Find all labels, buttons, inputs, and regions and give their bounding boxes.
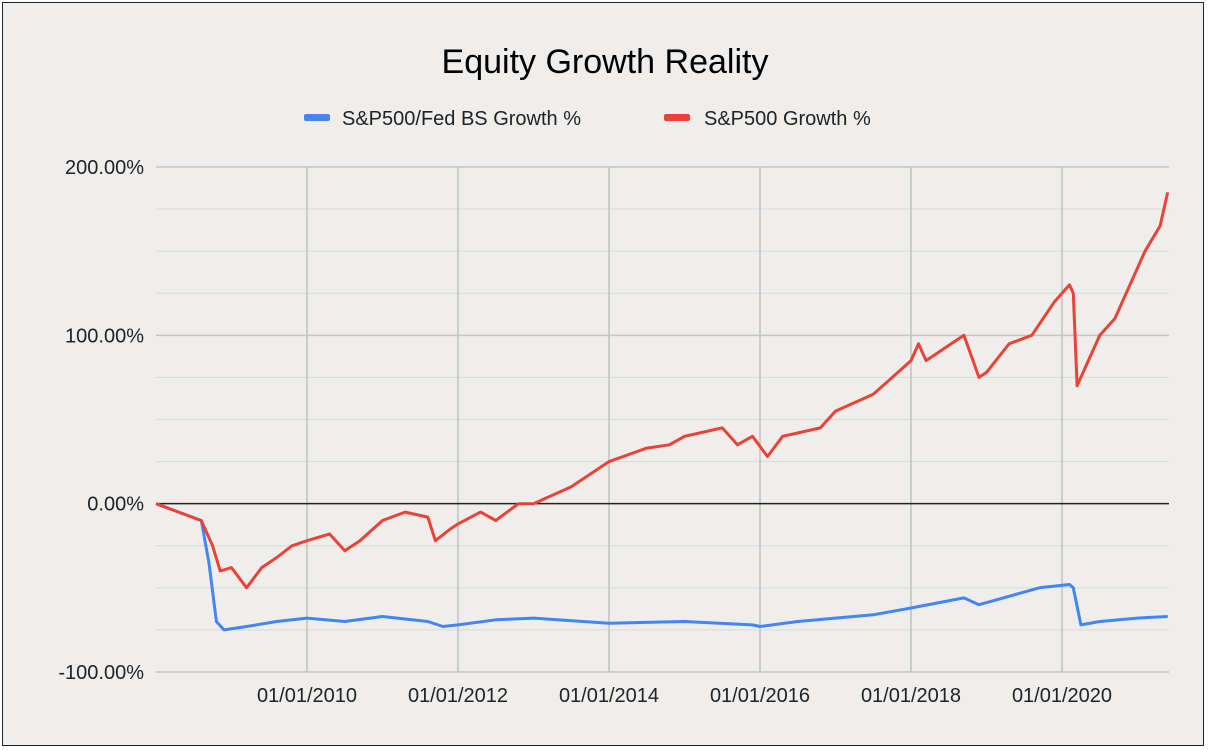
chart-title: Equity Growth Reality (442, 43, 769, 81)
gridlines (156, 166, 1169, 673)
series-line-sp500 (155, 191, 1170, 590)
x-tick-label: 01/01/2012 (408, 685, 508, 707)
legend-label-ratio: S&P500/Fed BS Growth % (342, 108, 581, 130)
x-tick-label: 01/01/2020 (1012, 685, 1112, 707)
y-tick-label: 0.00% (87, 494, 144, 516)
x-tick-label: 01/01/2018 (861, 685, 961, 707)
legend-swatch-red (664, 114, 690, 121)
x-tick-label: 01/01/2016 (710, 685, 810, 707)
legend-label-sp500: S&P500 Growth % (704, 108, 871, 130)
legend-swatch-blue (304, 114, 330, 121)
y-tick-label: 200.00% (65, 157, 144, 179)
y-axis: -100.00% 0.00% 100.00% 200.00% (58, 157, 144, 684)
series-lines (155, 191, 1170, 632)
y-tick-label: 100.00% (65, 325, 144, 347)
series-line-ratio (155, 502, 1168, 632)
y-tick-label: -100.00% (58, 662, 144, 684)
x-tick-label: 01/01/2014 (559, 685, 659, 707)
x-tick-label: 01/01/2010 (257, 685, 357, 707)
line-chart: Equity Growth Reality S&P500/Fed BS Grow… (58, 43, 1170, 707)
legend: S&P500/Fed BS Growth % S&P500 Growth % (304, 108, 871, 130)
x-axis: 01/01/2010 01/01/2012 01/01/2014 01/01/2016… (257, 685, 1112, 707)
